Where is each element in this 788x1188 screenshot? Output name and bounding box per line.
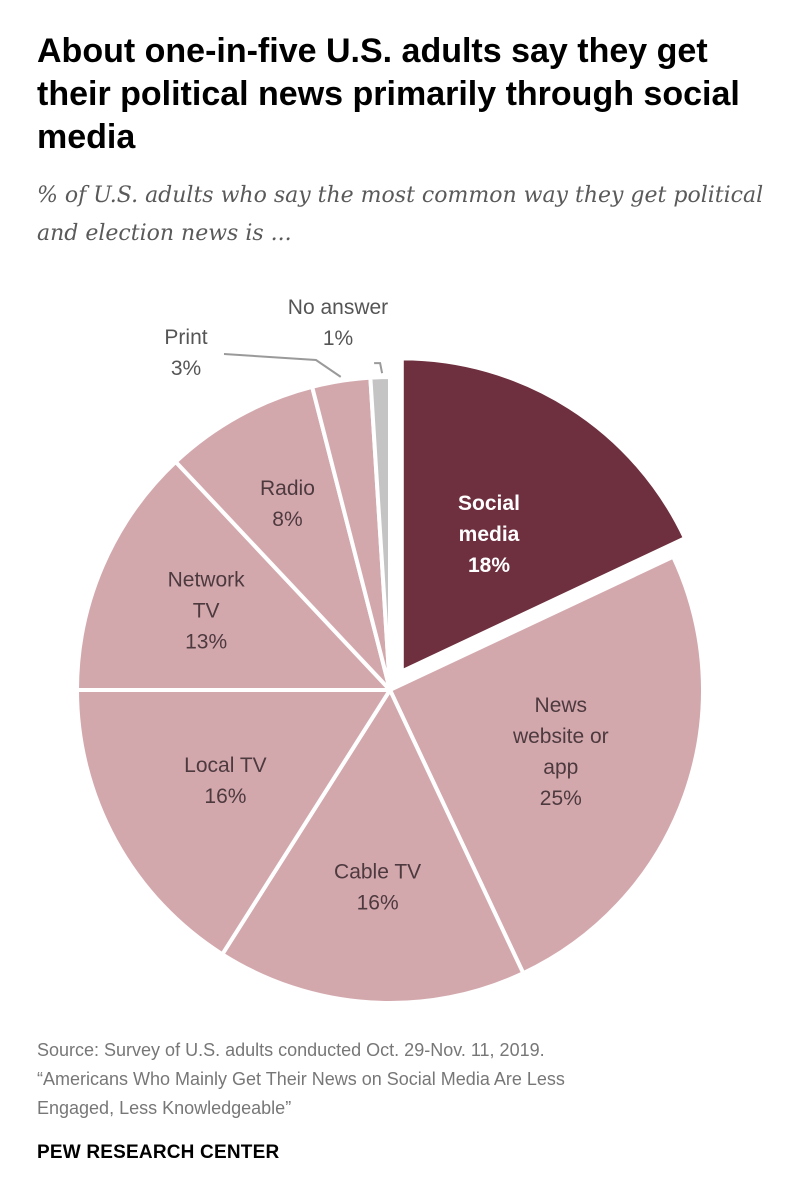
source-line-3: Engaged, Less Knowledgeable” (37, 1098, 292, 1118)
slice-label-radio: Radio 8% (260, 477, 315, 531)
slice-label-network-tv: Network TV 13% (168, 568, 246, 653)
pie-slice-news-website-or-app (388, 554, 705, 976)
pie-chart-svg: Social media 18% News website or app 25% Cable … (75, 296, 705, 1005)
pew-research-credit: PEW RESEARCH CENTER (37, 1142, 280, 1163)
pie-slice-no-answer (368, 375, 392, 692)
pie-slice-network-tv (75, 459, 392, 692)
slice-label-social-media: Social media 18% (458, 492, 520, 577)
leader-line-print (223, 353, 342, 378)
pie-slice-local-tv (75, 688, 392, 957)
slice-label-news-website-or-app: News website or app 25% (512, 694, 609, 810)
pie-chart: Social media 18% News website or app 25% Cable … (0, 280, 788, 1020)
slice-label-no-answer: No answer 1% (288, 296, 388, 350)
slice-label-print: Print 3% (164, 326, 207, 380)
chart-title: About one-in-five U.S. adults say they g… (37, 32, 740, 156)
pie-slice-social-media (399, 356, 687, 674)
pie-slice-cable-tv (220, 688, 526, 1005)
source-line-1: Source: Survey of U.S. adults conducted … (37, 1040, 545, 1060)
source-note: Source: Survey of U.S. adults conducted … (37, 1036, 757, 1123)
slice-label-cable-tv: Cable TV 16% (334, 860, 421, 914)
leader-line-no-answer (374, 362, 384, 374)
chart-subtitle: % of U.S. adults who say the most common… (37, 183, 764, 246)
source-line-2: “Americans Who Mainly Get Their News on … (37, 1069, 565, 1089)
pie-slice-radio (173, 384, 392, 692)
slice-label-local-tv: Local TV 16% (184, 754, 267, 808)
